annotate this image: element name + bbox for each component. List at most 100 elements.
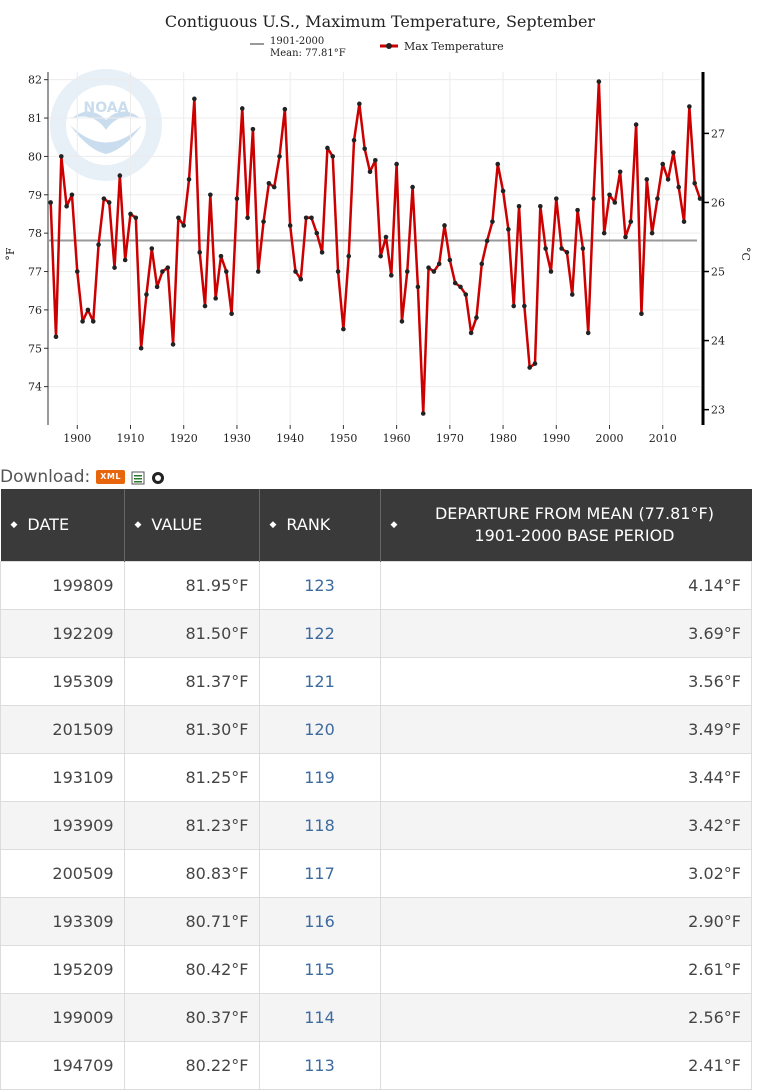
y-tick-label-left: 77 [28,266,42,279]
cell-departure: 3.42°F [379,801,752,850]
data-point [490,219,495,224]
data-point [506,227,511,232]
data-point [122,257,128,263]
xml-download-button[interactable]: XML [96,470,125,484]
data-point [59,154,64,159]
header-value[interactable]: ◆ VALUE [124,489,260,562]
data-point [64,203,69,209]
header-rank[interactable]: ◆ RANK [259,489,381,562]
data-point [548,269,554,274]
y-tick-label-right: 24 [711,335,725,348]
cell-value: 80.42°F [123,945,260,994]
cell-rank-link[interactable]: 123 [258,561,381,610]
data-point [90,319,96,324]
data-point [644,177,650,182]
data-point [277,154,282,159]
cell-departure: 3.02°F [379,849,752,898]
data-point [495,161,501,167]
data-point [383,234,389,240]
data-point [293,269,298,274]
cell-rank-link[interactable]: 119 [258,753,381,802]
data-point [106,200,112,205]
x-tick-label: 1900 [63,432,91,445]
data-point [655,196,660,201]
cell-departure: 3.69°F [379,609,752,658]
table-row: 199809 81.95°F 123 4.14°F [0,561,752,610]
cell-rank-link[interactable]: 114 [258,993,381,1042]
data-point [357,101,362,107]
data-point [330,154,336,159]
cell-rank-link[interactable]: 118 [258,801,381,850]
cell-value: 81.50°F [123,609,260,658]
table-row: 195209 80.42°F 115 2.61°F [0,945,752,994]
y-tick-label-left: 75 [28,342,42,355]
cell-rank-link[interactable]: 116 [258,897,381,946]
cell-date: 200509 [0,849,125,898]
cell-value: 80.22°F [123,1041,260,1090]
cell-date: 194709 [0,1041,125,1090]
cell-date: 201509 [0,705,125,754]
data-point [319,250,325,255]
data-point [665,177,671,182]
data-point [261,219,266,224]
svg-text:NOAA: NOAA [84,100,129,116]
data-point [676,184,682,190]
cell-value: 81.37°F [123,657,260,706]
data-point [138,345,144,351]
data-point [532,361,538,366]
data-point [362,146,367,152]
cell-departure: 2.41°F [379,1041,752,1090]
cell-departure: 3.44°F [379,753,752,802]
data-point [298,276,304,282]
cell-value: 81.23°F [123,801,260,850]
legend-series-marker [386,43,392,49]
data-point [48,200,53,205]
cell-departure: 2.56°F [379,993,752,1042]
data-point [399,319,405,324]
data-point [341,326,346,332]
y-tick-label-left: 74 [28,381,42,394]
data-point [154,284,160,290]
data-point [192,96,197,102]
data-point [112,265,117,270]
cell-departure: 4.14°F [379,561,752,610]
header-departure[interactable]: ◆ DEPARTURE FROM MEAN (77.81°F) 1901-200… [380,489,752,562]
csv-download-icon[interactable] [131,470,145,485]
x-tick-label: 1980 [489,432,517,445]
cell-rank-link[interactable]: 113 [258,1041,381,1090]
data-point [117,173,123,178]
x-tick-label: 1990 [542,432,570,445]
cell-rank-link[interactable]: 115 [258,945,381,994]
cell-rank-link[interactable]: 117 [258,849,381,898]
json-download-icon[interactable] [151,470,165,484]
data-point [287,223,293,228]
y-tick-label-right: 25 [711,266,725,279]
header-date[interactable]: ◆ DATE [0,489,125,562]
data-point [255,269,261,274]
cell-date: 195309 [0,657,125,706]
ranking-table: ◆ DATE ◆ VALUE ◆ RANK ◆ DEPARTURE FROM MEAN… [0,489,752,1090]
data-point [74,269,80,274]
cell-rank-link[interactable]: 121 [258,657,381,706]
data-point [436,261,442,267]
data-point [692,180,697,186]
sort-icon: ◆ [134,520,142,531]
data-point [623,234,628,240]
cell-rank-link[interactable]: 120 [258,705,381,754]
data-point [239,106,245,111]
table-header-row: ◆ DATE ◆ VALUE ◆ RANK ◆ DEPARTURE FROM MEAN… [0,489,752,562]
legend-series-label: Max Temperature [404,40,504,53]
y-tick-label-left: 78 [28,227,42,240]
x-tick-label: 1930 [223,432,251,445]
x-tick-label: 1950 [329,432,357,445]
cell-rank-link[interactable]: 122 [258,609,381,658]
table-row: 195309 81.37°F 121 3.56°F [0,657,752,706]
download-bar: Download: XML [0,466,165,488]
data-point [607,192,612,198]
data-point [420,411,426,416]
data-point [527,365,532,370]
data-point [128,211,133,217]
data-point [522,303,527,309]
cell-date: 199009 [0,993,125,1042]
data-point [202,303,208,309]
